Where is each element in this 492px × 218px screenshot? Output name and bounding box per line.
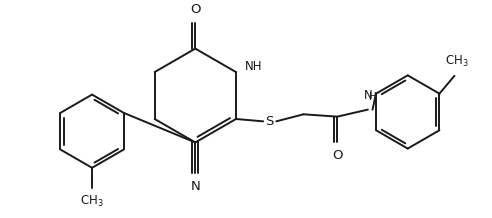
Text: CH$_3$: CH$_3$ <box>80 194 104 209</box>
Text: O: O <box>332 148 342 162</box>
Text: NH: NH <box>245 60 262 73</box>
Text: N: N <box>190 180 200 193</box>
Text: S: S <box>266 115 274 128</box>
Text: CH$_3$: CH$_3$ <box>445 54 469 69</box>
Text: H: H <box>369 92 377 102</box>
Text: N: N <box>364 89 373 102</box>
Text: O: O <box>190 3 201 16</box>
